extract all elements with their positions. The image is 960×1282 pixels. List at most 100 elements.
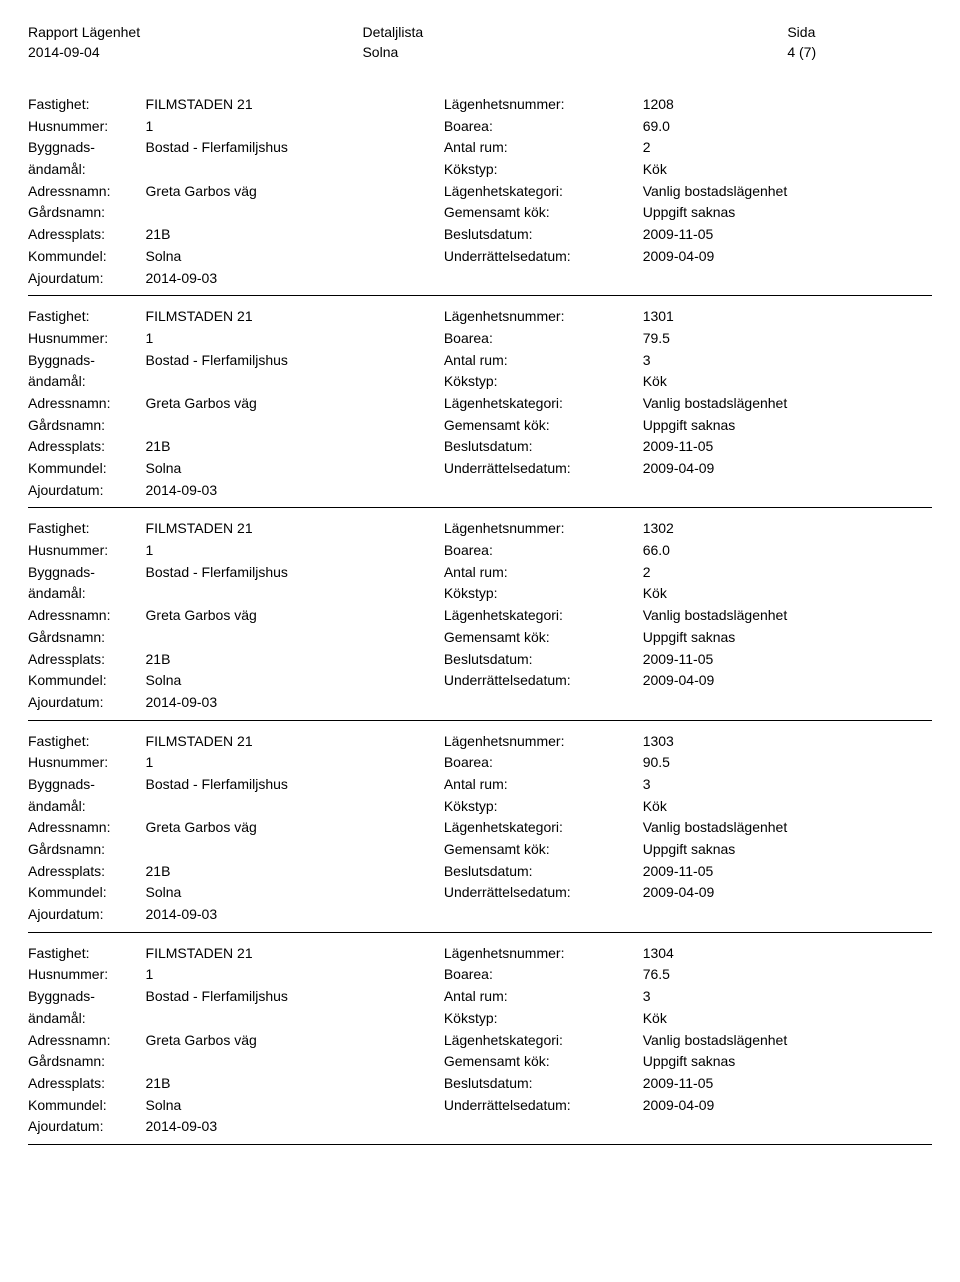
gardsnamn-value — [146, 415, 444, 437]
adressplats-value: 21B — [146, 224, 444, 246]
lagenhetskategori-label: Lägenhetskategori: — [444, 817, 643, 839]
underrattelsedatum-value: 2009-04-09 — [643, 882, 932, 904]
kommundel-label: Kommundel: — [28, 670, 146, 692]
gemensamt-kok-value: Uppgift saknas — [643, 415, 932, 437]
antal-rum-label: Antal rum: — [444, 986, 643, 1008]
record-row: Kommundel:SolnaUnderrättelsedatum:2009-0… — [28, 246, 932, 268]
andamal-value — [146, 1008, 444, 1030]
lagenhetsnummer-value: 1303 — [643, 731, 932, 753]
boarea-value: 76.5 — [643, 964, 932, 986]
ajourdatum-label: Ajourdatum: — [28, 904, 146, 926]
gardsnamn-label: Gårdsnamn: — [28, 202, 146, 224]
kokstyp-label: Kökstyp: — [444, 159, 643, 181]
gemensamt-kok-value: Uppgift saknas — [643, 1051, 932, 1073]
adressnamn-value: Greta Garbos väg — [146, 605, 444, 627]
kokstyp-value: Kök — [643, 583, 932, 605]
gemensamt-kok-label: Gemensamt kök: — [444, 1051, 643, 1073]
gemensamt-kok-label: Gemensamt kök: — [444, 839, 643, 861]
andamal-label: ändamål: — [28, 371, 146, 393]
husnummer-label: Husnummer: — [28, 116, 146, 138]
kokstyp-label: Kökstyp: — [444, 1008, 643, 1030]
record-row: Fastighet:FILMSTADEN 21Lägenhetsnummer:1… — [28, 94, 932, 116]
adressnamn-label: Adressnamn: — [28, 605, 146, 627]
adressplats-label: Adressplats: — [28, 224, 146, 246]
record-row: Gårdsnamn: Gemensamt kök:Uppgift saknas — [28, 1051, 932, 1073]
adressnamn-label: Adressnamn: — [28, 817, 146, 839]
record-row: Husnummer:1Boarea:90.5 — [28, 752, 932, 774]
andamal-value — [146, 371, 444, 393]
lagenhetsnummer-value: 1304 — [643, 943, 932, 965]
kokstyp-label: Kökstyp: — [444, 796, 643, 818]
record-row: Adressnamn:Greta Garbos vägLägenhetskate… — [28, 817, 932, 839]
ajourdatum-value: 2014-09-03 — [146, 480, 444, 502]
husnummer-value: 1 — [146, 116, 444, 138]
kokstyp-value: Kök — [643, 1008, 932, 1030]
antal-rum-value: 3 — [643, 774, 932, 796]
record: Fastighet:FILMSTADEN 21Lägenhetsnummer:1… — [28, 84, 932, 296]
page-subheader: 2014-09-04 Solna 4 (7) — [28, 44, 932, 60]
gemensamt-kok-label: Gemensamt kök: — [444, 415, 643, 437]
kommundel-value: Solna — [146, 670, 444, 692]
husnummer-label: Husnummer: — [28, 328, 146, 350]
record-row: Kommundel:SolnaUnderrättelsedatum:2009-0… — [28, 882, 932, 904]
lagenhetsnummer-label: Lägenhetsnummer: — [444, 306, 643, 328]
adressnamn-value: Greta Garbos väg — [146, 1030, 444, 1052]
record-row: Husnummer:1Boarea:66.0 — [28, 540, 932, 562]
andamal-value — [146, 159, 444, 181]
record-row: ändamål:Kökstyp:Kök — [28, 1008, 932, 1030]
byggnads-value: Bostad - Flerfamiljshus — [146, 137, 444, 159]
andamal-label: ändamål: — [28, 159, 146, 181]
boarea-label: Boarea: — [444, 964, 643, 986]
husnummer-value: 1 — [146, 540, 444, 562]
boarea-label: Boarea: — [444, 328, 643, 350]
antal-rum-value: 3 — [643, 350, 932, 372]
gardsnamn-value — [146, 1051, 444, 1073]
record-row: Adressplats:21BBeslutsdatum:2009-11-05 — [28, 861, 932, 883]
record-row: Fastighet:FILMSTADEN 21Lägenhetsnummer:1… — [28, 518, 932, 540]
fastighet-label: Fastighet: — [28, 518, 146, 540]
gardsnamn-label: Gårdsnamn: — [28, 627, 146, 649]
andamal-label: ändamål: — [28, 796, 146, 818]
antal-rum-label: Antal rum: — [444, 137, 643, 159]
boarea-value: 79.5 — [643, 328, 932, 350]
record-row: ändamål:Kökstyp:Kök — [28, 583, 932, 605]
record-row: Ajourdatum:2014-09-03 — [28, 1116, 932, 1138]
gardsnamn-label: Gårdsnamn: — [28, 1051, 146, 1073]
kommundel-label: Kommundel: — [28, 1095, 146, 1117]
byggnads-label: Byggnads- — [28, 137, 146, 159]
antal-rum-value: 3 — [643, 986, 932, 1008]
byggnads-label: Byggnads- — [28, 350, 146, 372]
gemensamt-kok-value: Uppgift saknas — [643, 202, 932, 224]
ajourdatum-value: 2014-09-03 — [146, 1116, 444, 1138]
adressplats-value: 21B — [146, 649, 444, 671]
record-row: Gårdsnamn:Gemensamt kök:Uppgift saknas — [28, 839, 932, 861]
beslutsdatum-label: Beslutsdatum: — [444, 1073, 643, 1095]
gemensamt-kok-label: Gemensamt kök: — [444, 627, 643, 649]
andamal-value — [146, 796, 444, 818]
record-row: ändamål:Kökstyp:Kök — [28, 371, 932, 393]
record: Fastighet:FILMSTADEN 21Lägenhetsnummer:1… — [28, 933, 932, 1145]
beslutsdatum-label: Beslutsdatum: — [444, 224, 643, 246]
gardsnamn-label: Gårdsnamn: — [28, 415, 146, 437]
boarea-value: 69.0 — [643, 116, 932, 138]
record-row: ändamål:Kökstyp:Kök — [28, 159, 932, 181]
boarea-label: Boarea: — [444, 540, 643, 562]
record-row: Ajourdatum:2014-09-03 — [28, 904, 932, 926]
fastighet-value: FILMSTADEN 21 — [146, 94, 444, 116]
adressnamn-label: Adressnamn: — [28, 1030, 146, 1052]
list-label: Detaljlista — [362, 24, 787, 40]
andamal-value — [146, 583, 444, 605]
fastighet-value: FILMSTADEN 21 — [146, 943, 444, 965]
record-row: Gårdsnamn:Gemensamt kök:Uppgift saknas — [28, 627, 932, 649]
underrattelsedatum-label: Underrättelsedatum: — [444, 882, 643, 904]
ajourdatum-label: Ajourdatum: — [28, 480, 146, 502]
underrattelsedatum-value: 2009-04-09 — [643, 458, 932, 480]
adressnamn-value: Greta Garbos väg — [146, 181, 444, 203]
adressnamn-value: Greta Garbos väg — [146, 393, 444, 415]
beslutsdatum-value: 2009-11-05 — [643, 1073, 932, 1095]
kokstyp-label: Kökstyp: — [444, 583, 643, 605]
lagenhetsnummer-label: Lägenhetsnummer: — [444, 94, 643, 116]
kommundel-value: Solna — [146, 458, 444, 480]
adressnamn-label: Adressnamn: — [28, 393, 146, 415]
husnummer-value: 1 — [146, 752, 444, 774]
